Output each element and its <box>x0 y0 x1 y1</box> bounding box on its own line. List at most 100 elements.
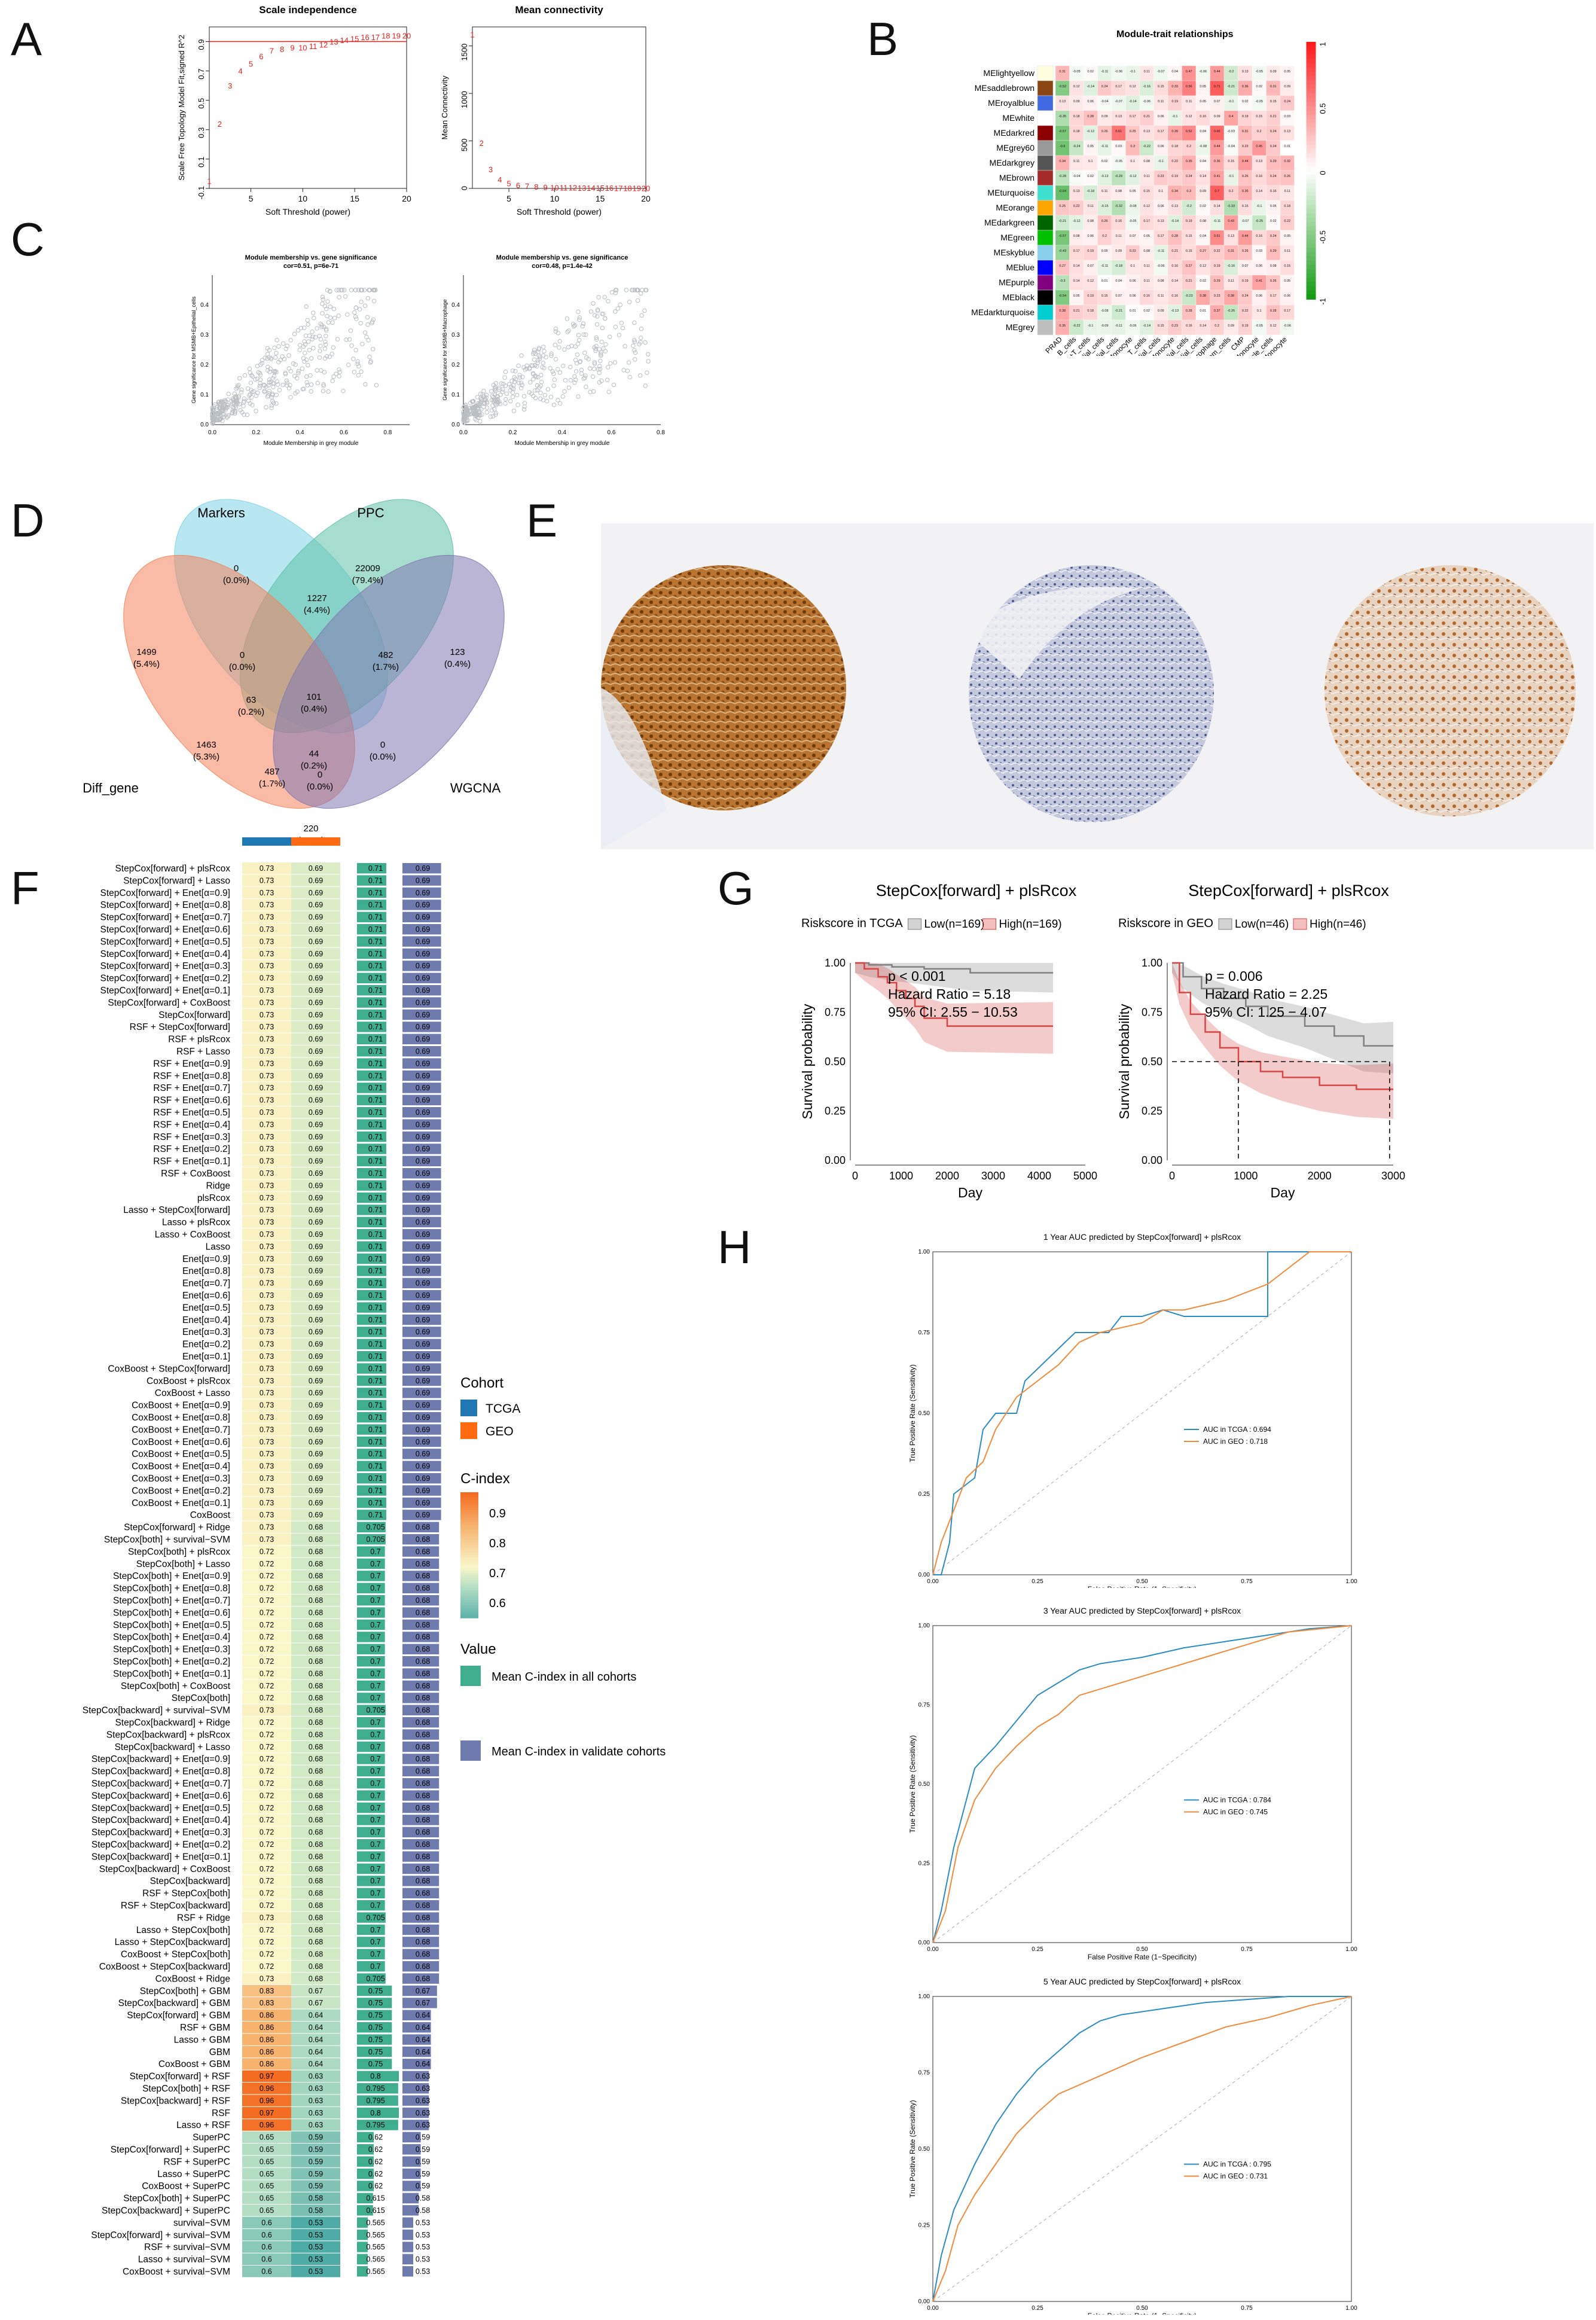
scatter-point <box>504 391 509 396</box>
data-point-label: 8 <box>280 45 284 54</box>
scatter-point <box>274 370 279 374</box>
data-point-label: 15 <box>596 184 604 193</box>
mean-validate-value: 0.69 <box>416 1255 430 1263</box>
cindex-value: 0.72 <box>260 1730 274 1739</box>
heatmap-cell-value: -0.06 <box>1143 100 1151 103</box>
scatter-point <box>503 401 508 406</box>
cindex-value: 0.73 <box>260 1291 274 1300</box>
mean-validate-value: 0.64 <box>416 2060 430 2068</box>
scatter-point <box>362 288 367 292</box>
scatter-point <box>509 379 514 383</box>
cindex-value: 0.63 <box>309 2072 323 2081</box>
scatter-point <box>233 405 239 410</box>
mean-all-bar <box>357 1461 386 1471</box>
mean-validate-value: 0.69 <box>416 1047 430 1056</box>
model-name-label: StepCox[both] + RSF <box>142 2084 230 2094</box>
heatmap-cell-value: 0.15 <box>1143 190 1150 193</box>
mean-all-value: 0.8 <box>370 2072 380 2081</box>
cindex-cell <box>242 1460 291 1472</box>
y-tick-label: 500 <box>460 139 469 152</box>
mean-all-bar <box>357 1668 385 1679</box>
cindex-cell <box>291 1900 340 1912</box>
mean-all-value: 0.7 <box>370 1645 380 1654</box>
roc-title: 1 Year AUC predicted by StepCox[forward]… <box>1043 1232 1241 1242</box>
scatter-point <box>256 370 261 375</box>
cindex-cell <box>291 1338 340 1350</box>
cindex-value: 0.69 <box>309 1157 323 1166</box>
mean-validate-value: 0.68 <box>416 1596 430 1605</box>
scatter-point <box>518 380 524 385</box>
scatter-point <box>301 356 306 361</box>
scatter-point <box>288 338 293 343</box>
heatmap-cell-value: 0.24 <box>1270 175 1277 178</box>
mean-all-bar <box>357 1985 392 1996</box>
mean-all-bar <box>357 1241 386 1252</box>
heatmap-cell-value: 0.51 <box>1214 234 1220 238</box>
cindex-cell <box>291 1936 340 1948</box>
cindex-cell <box>291 1191 340 1204</box>
mean-all-bar <box>357 1083 386 1093</box>
model-name-label: Lasso + StepCox[both] <box>136 1925 230 1935</box>
cindex-cell <box>242 1069 291 1082</box>
scatter-point <box>292 331 297 336</box>
cindex-cell <box>242 1900 291 1912</box>
mean-validate-bar <box>402 1985 437 1996</box>
heatmap-cell-value: 0.23 <box>1158 175 1164 178</box>
scatter-point <box>578 359 583 364</box>
scatter-point <box>573 344 578 349</box>
legend-cindex-gradient <box>460 1545 478 1548</box>
cindex-cell <box>291 1484 340 1496</box>
colorbar-segment <box>1306 63 1316 68</box>
scatter-point <box>594 337 599 342</box>
heatmap-cell-value: -0.11 <box>1101 145 1108 148</box>
scatter-point <box>577 337 582 343</box>
cindex-cell <box>242 984 291 996</box>
heatmap-cell-value: 0.13 <box>1284 130 1290 133</box>
mean-all-bar <box>357 1802 385 1813</box>
mean-all-value: 0.62 <box>368 2145 383 2154</box>
model-name-label: CoxBoost + SuperPC <box>142 2181 230 2191</box>
mean-validate-value: 0.59 <box>416 2145 430 2154</box>
legend-cindex-gradient <box>460 1602 478 1606</box>
heatmap-cell-value: 0.18 <box>1073 115 1080 118</box>
scatter-point <box>517 373 522 377</box>
cindex-value: 0.69 <box>309 937 323 946</box>
model-name-label: Lasso + StepCox[backward] <box>115 1937 230 1947</box>
scatter-point <box>230 411 234 416</box>
scatter-point <box>349 343 354 348</box>
mean-validate-bar <box>402 1583 440 1593</box>
heatmap-cell-value: 0.29 <box>1214 279 1220 283</box>
heatmap-cell-value: -0.29 <box>1115 175 1122 178</box>
cindex-value: 0.59 <box>309 2145 323 2154</box>
mean-all-bar <box>357 1070 386 1081</box>
scatter-point <box>225 414 230 419</box>
heatmap-cell-value: -0.06 <box>1283 324 1291 328</box>
mean-all-value: 0.71 <box>368 1413 383 1422</box>
scatter-point <box>627 300 632 304</box>
heatmap-cell-value: 0.39 <box>1171 130 1178 133</box>
scatter-point <box>539 379 544 385</box>
scatter-point <box>262 389 267 394</box>
scatter-point <box>479 407 484 412</box>
mean-all-value: 0.71 <box>368 1230 383 1239</box>
model-name-label: CoxBoost + StepCox[both] <box>121 1950 230 1960</box>
mean-all-bar <box>357 1961 385 1972</box>
model-name-label: StepCox[forward] + Lasso <box>123 876 230 886</box>
cindex-cell <box>242 1948 291 1960</box>
x-tick-label: 0.00 <box>927 2305 939 2312</box>
colorbar-segment <box>1306 286 1316 291</box>
colorbar-segment <box>1306 183 1316 188</box>
mean-validate-value: 0.69 <box>416 1169 430 1178</box>
data-point-label: 17 <box>614 184 622 193</box>
mean-all-bar <box>357 1144 386 1154</box>
scatter-point <box>270 381 276 386</box>
mean-validate-value: 0.69 <box>416 1316 430 1324</box>
scatter-point <box>367 288 373 292</box>
cindex-value: 0.64 <box>309 2035 323 2044</box>
mean-all-bar <box>357 1534 386 1545</box>
heatmap-cell-value: 0.09 <box>1214 115 1220 118</box>
heatmap-cell-value: -0.12 <box>1087 130 1094 133</box>
heatmap-cell-value: -0.06 <box>1115 70 1122 74</box>
scatter-point <box>235 383 240 389</box>
colorbar-segment <box>1306 273 1316 279</box>
